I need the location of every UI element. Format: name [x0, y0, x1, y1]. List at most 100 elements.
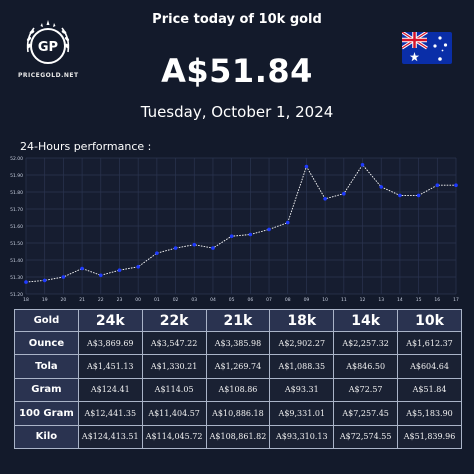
- data-point: [267, 227, 271, 232]
- row-label: 100 Gram: [14, 401, 79, 426]
- table-cell: A$3,385.98: [205, 330, 271, 356]
- data-point: [379, 185, 384, 189]
- x-tick-label: 14: [397, 297, 403, 303]
- data-point: [173, 246, 178, 250]
- x-tick-label: 17: [453, 297, 459, 303]
- table-row: Ounce A$3,869.69 A$3,547.22 A$3,385.98 A$2,9…: [14, 330, 462, 356]
- column-header-24k: 24k: [77, 309, 143, 332]
- table-cell: A$1,451.13: [77, 354, 143, 379]
- y-tick-label: 51.40: [10, 258, 23, 264]
- x-tick-label: 01: [154, 297, 160, 303]
- series-line: [25, 164, 456, 283]
- logo-initials: GP: [38, 40, 58, 55]
- x-tick-label: 04: [210, 297, 216, 303]
- row-label: Ounce: [14, 330, 79, 356]
- table-cell: A$93,310.13: [269, 424, 335, 450]
- data-point: [435, 183, 440, 187]
- x-tick-label: 23: [117, 297, 123, 303]
- table-row: 100 Gram A$12,441.35 A$11,404.57 A$10,886.1…: [14, 401, 462, 426]
- table-cell: A$9,331.01: [269, 401, 335, 426]
- x-tick-label: 12: [360, 297, 366, 303]
- x-tick-label: 08: [285, 297, 291, 303]
- table-cell: A$1,330.21: [141, 354, 207, 379]
- table-cell: A$108.86: [205, 377, 271, 403]
- data-point: [117, 268, 122, 272]
- table-cell: A$7,257.45: [333, 401, 399, 426]
- table-cell: A$93.31: [269, 377, 335, 403]
- x-tick-label: 20: [61, 297, 67, 303]
- x-tick-label: 07: [266, 297, 272, 303]
- x-tick-label: 13: [378, 297, 384, 303]
- x-tick-label: 06: [247, 297, 253, 303]
- table-cell: A$124,413.51: [77, 424, 143, 450]
- table-cell: A$72.57: [333, 377, 399, 403]
- table-row: Kilo A$124,413.51 A$114,045.72 A$108,861.82…: [14, 424, 462, 450]
- y-tick-label: 51.20: [10, 292, 23, 298]
- data-point: [398, 193, 402, 198]
- data-point: [192, 242, 197, 247]
- table-cell: A$5,183.90: [397, 401, 462, 426]
- data-point: [98, 273, 103, 278]
- column-header-22k: 22k: [141, 309, 207, 332]
- data-point: [229, 234, 234, 238]
- australia-flag-icon: [401, 30, 452, 64]
- page-title: Price today of 10k gold: [152, 12, 322, 27]
- table-cell: A$3,547.22: [141, 330, 207, 356]
- x-tick-label: 00: [135, 297, 141, 303]
- data-point: [285, 220, 290, 225]
- data-point: [304, 164, 309, 169]
- table-cell: A$114,045.72: [141, 424, 207, 450]
- x-tick-label: 03: [191, 297, 197, 303]
- x-tick-label: 21: [79, 297, 85, 303]
- table-cell: A$11,404.57: [141, 401, 207, 426]
- data-point: [454, 183, 458, 187]
- data-point: [416, 193, 421, 198]
- table-cell: A$846.50: [333, 354, 399, 379]
- y-tick-label: 51.60: [10, 224, 23, 230]
- data-point: [155, 251, 159, 255]
- data-point: [342, 191, 346, 196]
- x-tick-label: 22: [98, 297, 104, 303]
- y-tick-label: 51.70: [10, 207, 23, 213]
- table-cell: A$72,574.55: [333, 424, 399, 450]
- column-header-21k: 21k: [205, 309, 271, 332]
- data-point: [61, 275, 66, 279]
- x-tick-label: 11: [341, 297, 347, 303]
- row-label: Kilo: [14, 424, 79, 450]
- price-date: Tuesday, October 1, 2024: [140, 103, 334, 121]
- table-cell: A$124.41: [77, 377, 143, 403]
- y-tick-label: 51.90: [10, 173, 23, 179]
- data-point: [136, 265, 140, 269]
- y-tick-label: 52.00: [10, 156, 23, 162]
- gold-price-table: Gold 24k 22k 21k 18k 14k 10k Ounce A$3,869.69 A…: [14, 309, 462, 450]
- logo-emblem-icon: GP: [26, 20, 70, 64]
- performance-label: 24-Hours performance :: [20, 140, 152, 153]
- table-cell: A$114.05: [141, 377, 207, 403]
- table-cell: A$51,839.96: [397, 424, 462, 450]
- logo-text: PRICEGOLD.NET: [18, 72, 79, 79]
- table-cell: A$108,861.82: [205, 424, 271, 450]
- table-cell: A$2,257.32: [333, 330, 399, 356]
- performance-chart: 51.20 51.30 51.40 51.50 51.60 51.70 51.80 51.90…: [10, 156, 459, 303]
- current-price: A$51.84: [161, 52, 313, 90]
- y-tick-label: 51.80: [10, 190, 23, 196]
- column-header-18k: 18k: [269, 309, 335, 332]
- x-tick-label: 19: [42, 297, 48, 303]
- table-row: Tola A$1,451.13 A$1,330.21 A$1,269.74 A$1,08…: [14, 354, 462, 379]
- table-cell: A$1,269.74: [205, 354, 271, 379]
- y-tick-label: 51.30: [10, 275, 23, 281]
- table-header-row: Gold 24k 22k 21k 18k 14k 10k: [14, 309, 462, 332]
- data-point: [42, 278, 47, 283]
- column-header-14k: 14k: [333, 309, 399, 332]
- row-label: Tola: [14, 354, 79, 379]
- data-point: [360, 163, 365, 167]
- x-tick-label: 05: [229, 297, 235, 303]
- column-header-10k: 10k: [397, 309, 462, 332]
- table-cell: A$1,612.37: [397, 330, 462, 356]
- row-label: Gram: [14, 377, 79, 403]
- x-tick-label: 16: [434, 297, 440, 303]
- table-cell: A$1,088.35: [269, 354, 335, 379]
- data-point: [80, 266, 84, 271]
- data-point: [211, 246, 215, 250]
- table-cell: A$12,441.35: [77, 401, 143, 426]
